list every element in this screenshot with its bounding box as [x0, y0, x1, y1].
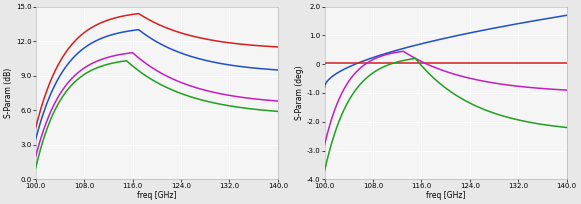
Y-axis label: S-Param (dB): S-Param (dB): [4, 68, 13, 118]
X-axis label: freq [GHz]: freq [GHz]: [426, 191, 465, 200]
X-axis label: freq [GHz]: freq [GHz]: [137, 191, 177, 200]
Y-axis label: S-Param (deg): S-Param (deg): [295, 66, 304, 120]
